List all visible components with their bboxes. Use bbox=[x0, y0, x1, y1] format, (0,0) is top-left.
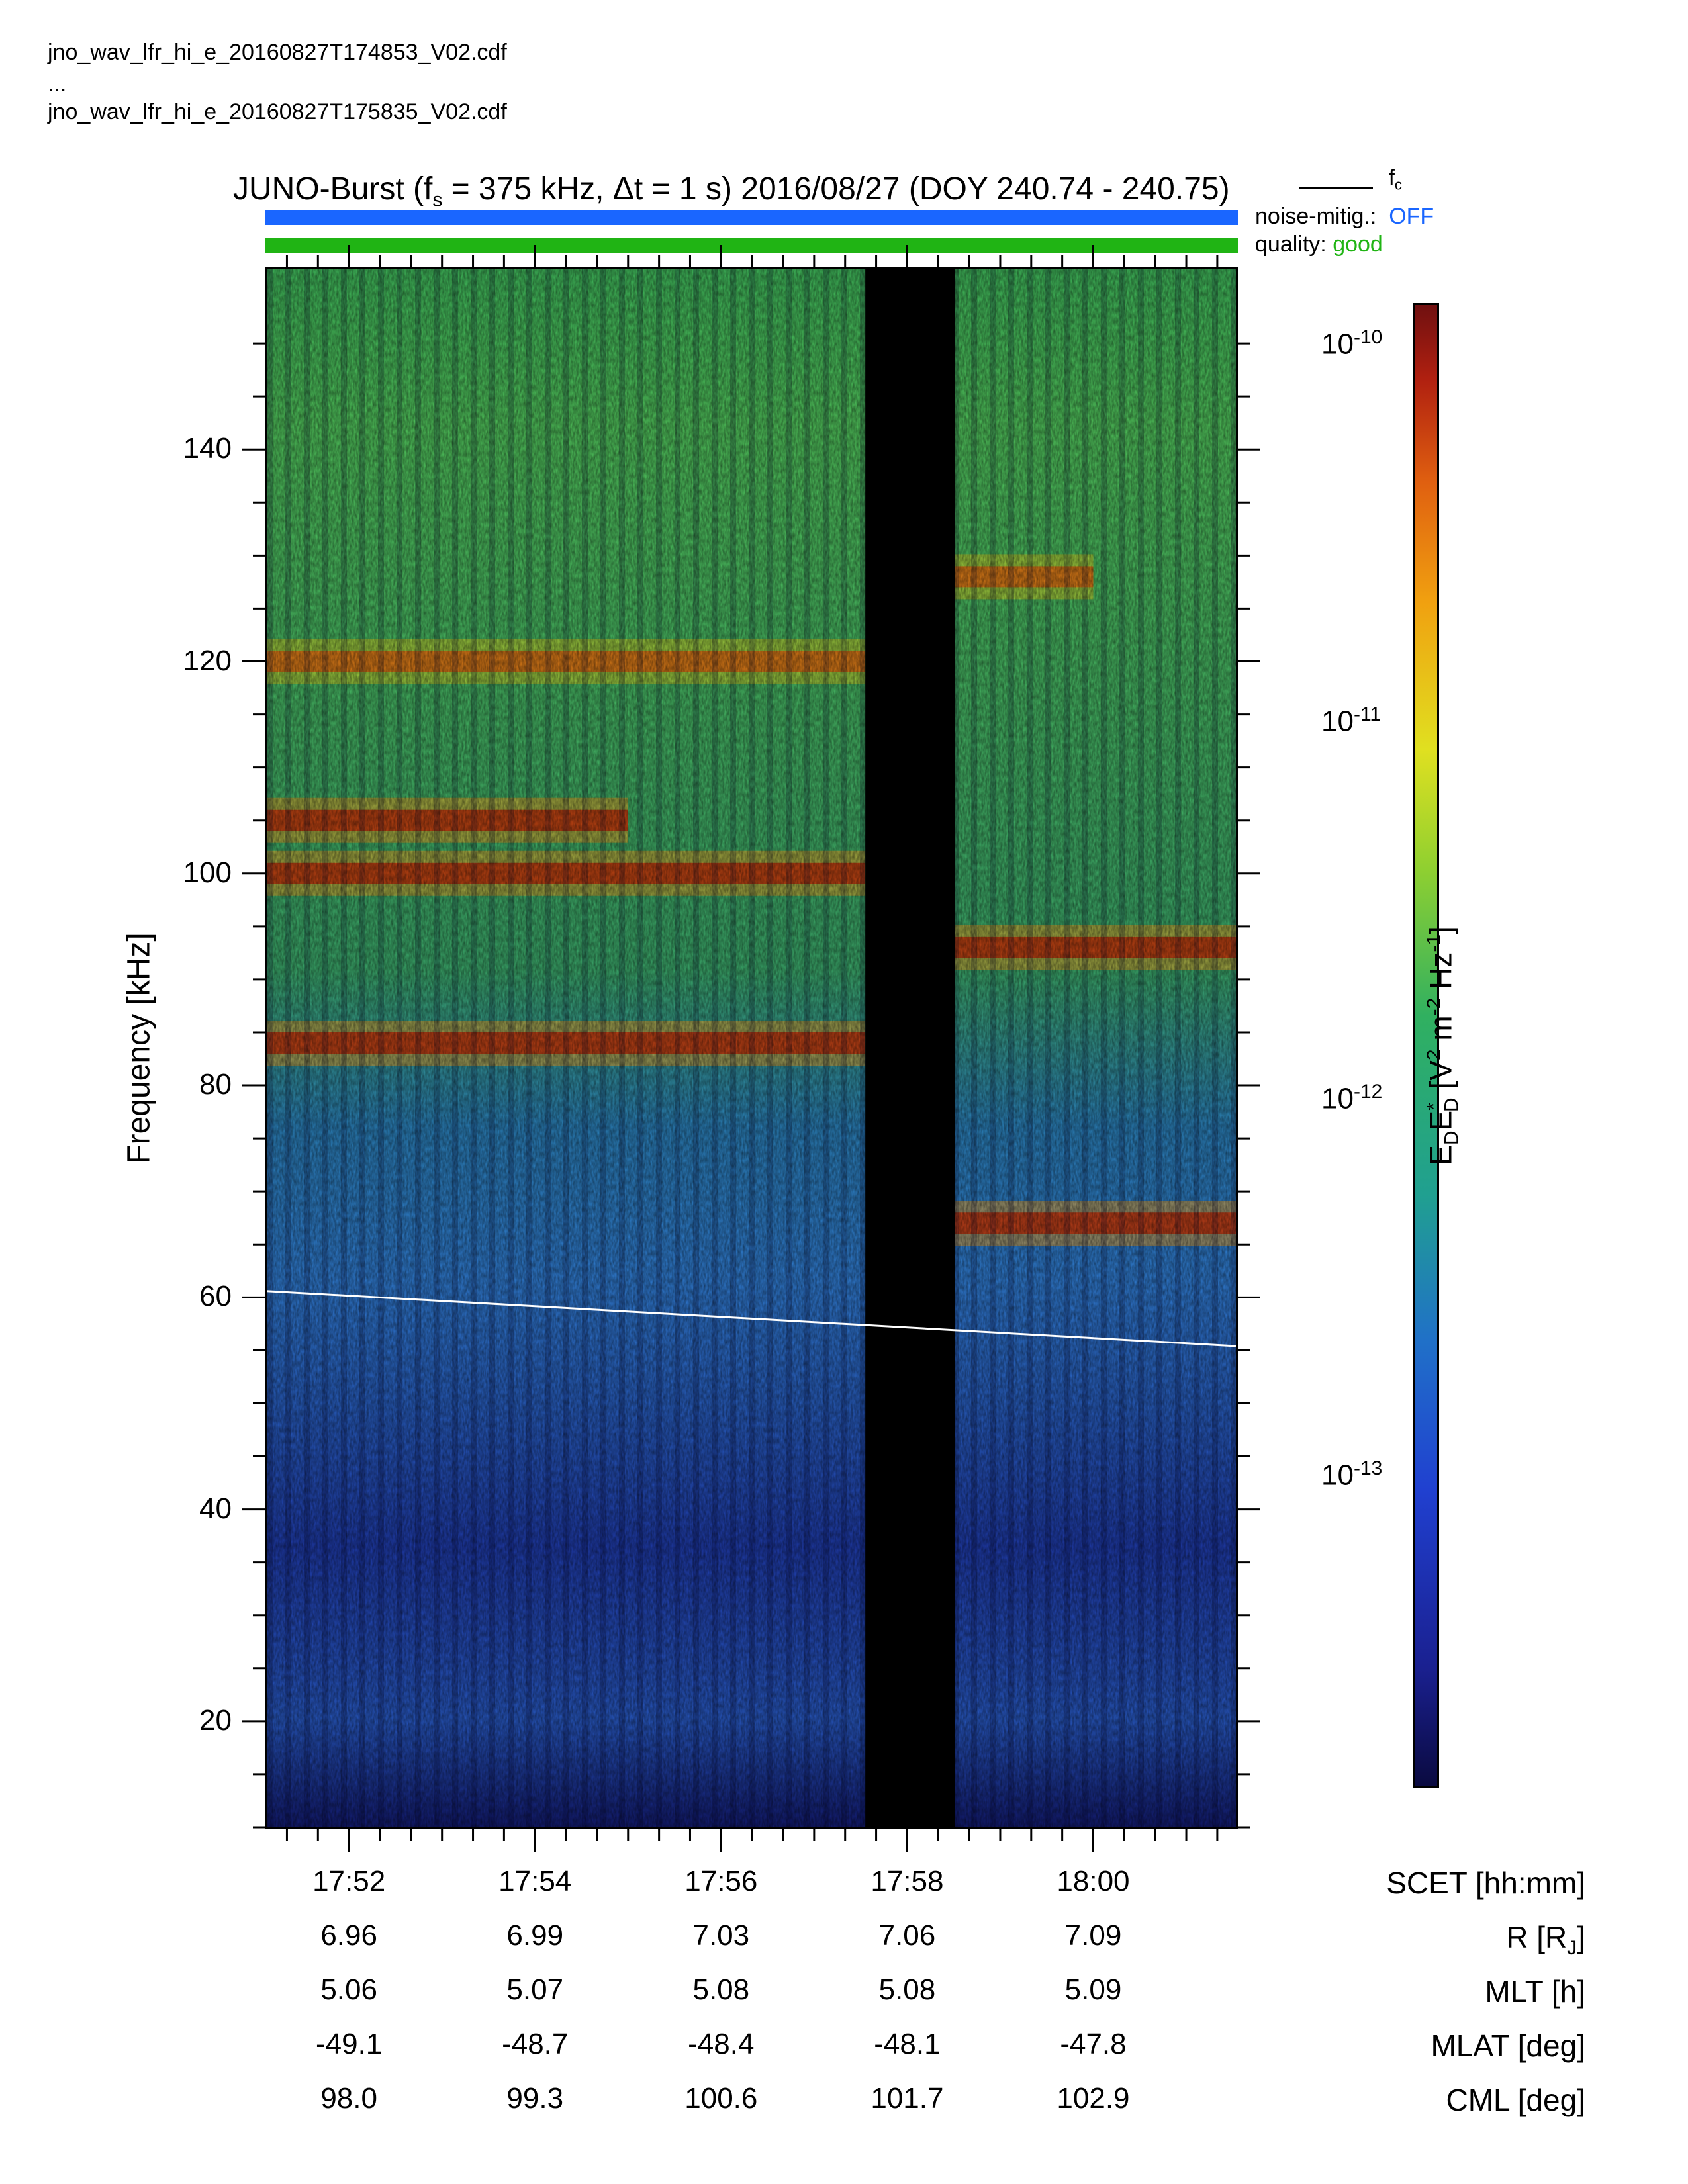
colorbar bbox=[1413, 303, 1439, 1788]
noise-mitigation-status: noise-mitig.: OFF bbox=[1255, 204, 1434, 230]
ephemeris-value: 5.08 bbox=[692, 1974, 750, 2006]
ephemeris-value: 7.09 bbox=[1064, 1919, 1122, 1952]
spectrogram bbox=[267, 269, 1236, 1827]
file-name-last: jno_wav_lfr_hi_e_20160827T175835_V02.cdf bbox=[48, 99, 507, 124]
colorbar-axis-label: EDE*D [V2 m-2 Hz-1] bbox=[1423, 926, 1463, 1165]
spectrogram-panel[interactable] bbox=[265, 267, 1238, 1829]
quality-status: quality: good bbox=[1255, 232, 1383, 257]
x-tick-label: 17:56 bbox=[684, 1865, 758, 1897]
y-tick-label: 120 bbox=[183, 644, 232, 677]
file-ellipsis: ... bbox=[48, 71, 67, 97]
ephemeris-value: 7.03 bbox=[692, 1919, 750, 1952]
x-tick-label: 18:00 bbox=[1056, 1865, 1130, 1897]
file-name-first: jno_wav_lfr_hi_e_20160827T174853_V02.cdf bbox=[48, 40, 507, 65]
ephemeris-value: 5.07 bbox=[506, 1974, 564, 2006]
fc-legend-line bbox=[1299, 187, 1373, 189]
ephemeris-value: -49.1 bbox=[315, 2028, 383, 2060]
y-tick-label: 100 bbox=[183, 856, 232, 889]
fc-label-sub: c bbox=[1394, 176, 1402, 193]
ephemeris-value: 102.9 bbox=[1056, 2082, 1130, 2115]
ephemeris-value: 5.09 bbox=[1064, 1974, 1122, 2006]
x-tick-label: 17:58 bbox=[870, 1865, 944, 1897]
colorbar-tick-label: 10-10 bbox=[1321, 326, 1383, 361]
ephemeris-value: 7.06 bbox=[878, 1919, 936, 1952]
data-gap bbox=[865, 269, 956, 1827]
ephemeris-value: 6.96 bbox=[320, 1919, 377, 1952]
quality-bar bbox=[265, 238, 1238, 253]
y-tick-label: 140 bbox=[183, 432, 232, 465]
ephemeris-value: 98.0 bbox=[320, 2082, 377, 2115]
ephemeris-row-name: MLAT [deg] bbox=[1430, 2028, 1585, 2063]
noise-texture bbox=[267, 269, 1236, 1827]
x-tick-label: 17:52 bbox=[312, 1865, 386, 1897]
ephemeris-row-name: CML [deg] bbox=[1446, 2083, 1585, 2117]
chart-title: JUNO-Burst (fs = 375 kHz, Δt = 1 s) 2016… bbox=[233, 171, 1230, 212]
fc-line bbox=[267, 1290, 1236, 1347]
title-sub: s bbox=[432, 189, 443, 211]
title-post: = 375 kHz, Δt = 1 s) 2016/08/27 (DOY 240… bbox=[442, 171, 1230, 206]
ephemeris-value: 101.7 bbox=[870, 2082, 944, 2115]
quality-label: quality: bbox=[1255, 232, 1327, 257]
ephemeris-row-name: MLT [h] bbox=[1485, 1974, 1585, 2009]
fc-label-text: f bbox=[1389, 165, 1395, 189]
ephemeris-value: 99.3 bbox=[506, 2082, 564, 2115]
colorbar-tick-label: 10-12 bbox=[1321, 1080, 1383, 1115]
fc-legend-label: fc bbox=[1389, 165, 1402, 193]
colorbar-tick-label: 10-13 bbox=[1321, 1457, 1383, 1492]
y-tick-label: 20 bbox=[199, 1704, 232, 1737]
colorbar-tick-label: 10-11 bbox=[1321, 703, 1382, 738]
ephemeris-row-name: SCET [hh:mm] bbox=[1386, 1866, 1585, 1900]
quality-value: good bbox=[1333, 232, 1383, 257]
title-pre: JUNO-Burst (f bbox=[233, 171, 433, 206]
x-tick-label: 17:54 bbox=[498, 1865, 572, 1897]
y-tick-label: 80 bbox=[199, 1068, 232, 1101]
y-axis-label: Frequency [kHz] bbox=[121, 933, 157, 1164]
ephemeris-value: 100.6 bbox=[684, 2082, 758, 2115]
ephemeris-value: -48.1 bbox=[874, 2028, 941, 2060]
noise-mitigation-bar bbox=[265, 210, 1238, 225]
ephemeris-value: -48.7 bbox=[502, 2028, 569, 2060]
noise-label: noise-mitig.: bbox=[1255, 204, 1377, 229]
noise-value: OFF bbox=[1389, 204, 1434, 229]
ephemeris-value: -47.8 bbox=[1060, 2028, 1127, 2060]
ephemeris-value: -48.4 bbox=[688, 2028, 755, 2060]
y-tick-label: 60 bbox=[199, 1280, 232, 1313]
ephemeris-value: 6.99 bbox=[506, 1919, 564, 1952]
ephemeris-value: 5.08 bbox=[878, 1974, 936, 2006]
y-tick-label: 40 bbox=[199, 1492, 232, 1525]
ephemeris-value: 5.06 bbox=[320, 1974, 377, 2006]
ephemeris-row-name: R [RJ] bbox=[1506, 1920, 1585, 1960]
